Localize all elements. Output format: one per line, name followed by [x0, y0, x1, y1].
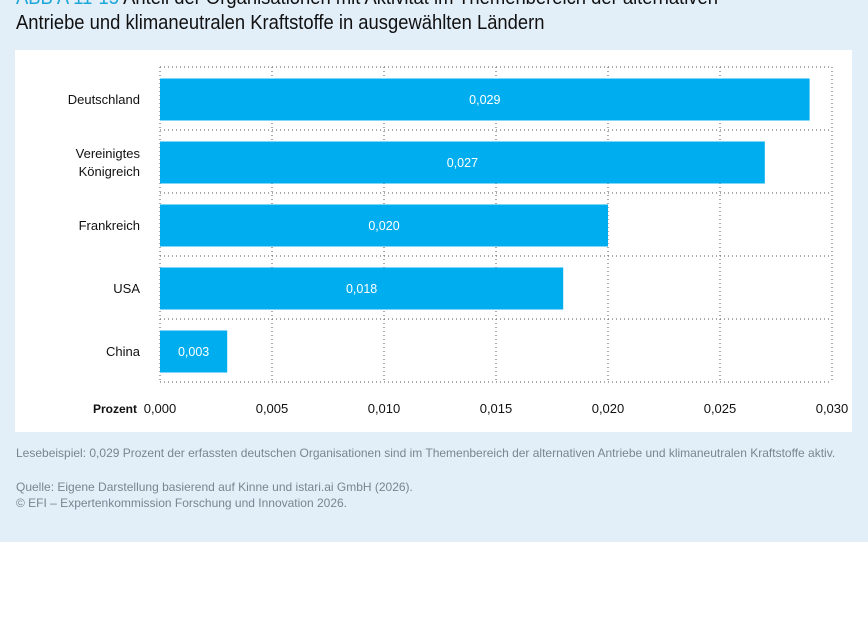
title-line-1-text: Anteil der Organisationen mit Aktivität …	[123, 0, 718, 9]
x-tick-label: 0,010	[368, 401, 401, 416]
bars: 0,029 0,027 0,020 0,018 0,003	[160, 78, 810, 373]
category-label-line: Vereinigtes	[76, 146, 141, 161]
x-tick-label: 0,020	[592, 401, 625, 416]
x-tick-label: 0,025	[704, 401, 737, 416]
bar	[160, 204, 608, 247]
bar-value-label: 0,018	[346, 282, 377, 296]
x-axis-ticks: 0,000 0,005 0,010 0,015 0,020 0,025 0,030	[144, 401, 849, 416]
category-label: Deutschland	[68, 92, 140, 107]
bar	[160, 330, 228, 373]
category-label-line: USA	[113, 281, 140, 296]
bar-value-label: 0,027	[447, 156, 478, 170]
figure-title: ABB A 11-15 Anteil der Organisationen mi…	[16, 0, 789, 36]
category-label: Frankreich	[79, 218, 140, 233]
category-label-line: Deutschland	[68, 92, 140, 107]
bar-value-label: 0,003	[178, 345, 209, 359]
category-label: China	[106, 344, 141, 359]
bar-chart: 0,029 0,027 0,020 0,018 0,003 Deutschland Ver…	[68, 66, 849, 416]
bar-value-label: 0,020	[368, 219, 399, 233]
bar-value-label: 0,029	[469, 93, 500, 107]
bar	[160, 141, 765, 184]
reading-example: Lesebeispiel: 0,029 Prozent der erfasste…	[16, 446, 836, 460]
copyright-note: © EFI – Expertenkommission Forschung und…	[16, 496, 348, 510]
x-tick-label: 0,015	[480, 401, 513, 416]
title-line-1: ABB A 11-15 Anteil der Organisationen mi…	[16, 0, 789, 11]
category-label-line: Königreich	[79, 164, 140, 179]
x-tick-label: 0,000	[144, 401, 177, 416]
category-labels: Deutschland Vereinigtes Königreich Frankrei…	[68, 92, 141, 359]
source-note: Quelle: Eigene Darstellung basierend auf…	[16, 480, 413, 494]
figure-notes: Lesebeispiel: 0,029 Prozent der erfasste…	[16, 445, 846, 511]
category-label-line: Frankreich	[79, 218, 140, 233]
title-line-2: Antriebe und klimaneutralen Kraftstoffe …	[16, 12, 545, 34]
bar	[160, 78, 810, 121]
category-label-line: China	[106, 344, 141, 359]
x-axis-unit-label: Prozent	[93, 402, 137, 416]
category-label: USA	[113, 281, 140, 296]
x-tick-label: 0,030	[816, 401, 849, 416]
figure-label: ABB A 11-15	[16, 0, 119, 9]
category-label: Vereinigtes Königreich	[76, 146, 141, 179]
x-tick-label: 0,005	[256, 401, 289, 416]
bar	[160, 267, 564, 310]
